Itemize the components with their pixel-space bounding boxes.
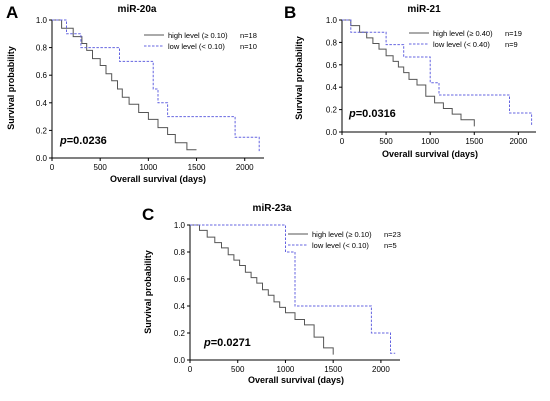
y-tick-label: 0.8 [174, 248, 186, 257]
y-axis-label: Survival probability [6, 46, 16, 130]
y-tick-label: 1.0 [36, 16, 48, 25]
legend-n: n=9 [505, 40, 518, 49]
x-tick-label: 1500 [324, 365, 342, 374]
x-tick-label: 1000 [139, 163, 157, 172]
y-tick-label: 0.0 [174, 356, 186, 365]
chart-title: miR-21 [407, 4, 441, 15]
y-tick-label: 0.8 [326, 38, 338, 47]
y-axis-label: Survival probability [143, 250, 153, 334]
x-tick-label: 500 [231, 365, 245, 374]
x-axis-label: Overall survival (days) [110, 174, 206, 184]
y-tick-label: 0.8 [36, 44, 48, 53]
x-tick-label: 500 [94, 163, 108, 172]
y-tick-label: 0.4 [174, 302, 186, 311]
high-level-survival-curve [52, 19, 197, 151]
x-axis-label: Overall survival (days) [248, 375, 344, 385]
high-level-survival-curve [342, 19, 475, 127]
legend-n: n=18 [240, 31, 257, 40]
x-tick-label: 2000 [509, 137, 527, 146]
x-tick-label: 1500 [465, 137, 483, 146]
legend-label: high level (≥ 0.10) [168, 31, 228, 40]
legend-label: low level (< 0.10) [168, 42, 225, 51]
low-level-survival-curve [52, 19, 260, 152]
legend-n: n=5 [384, 241, 397, 250]
x-tick-label: 0 [50, 163, 55, 172]
y-tick-label: 0.2 [36, 126, 48, 135]
p-value: p=0.0316 [348, 108, 396, 120]
y-tick-label: 0.4 [36, 99, 48, 108]
y-tick-label: 0.2 [326, 106, 338, 115]
y-tick-label: 0.2 [174, 329, 186, 338]
x-tick-label: 2000 [372, 365, 390, 374]
x-tick-label: 0 [340, 137, 345, 146]
y-tick-label: 0.4 [326, 83, 338, 92]
chart-title: miR-20a [118, 4, 157, 15]
legend-label: high level (≥ 0.40) [433, 29, 493, 38]
y-tick-label: 0.0 [36, 154, 48, 163]
x-tick-label: 1000 [421, 137, 439, 146]
x-tick-label: 0 [188, 365, 193, 374]
x-tick-label: 500 [379, 137, 393, 146]
x-axis-label: Overall survival (days) [382, 149, 478, 159]
y-tick-label: 0.6 [174, 275, 186, 284]
legend-label: low level (< 0.40) [433, 40, 490, 49]
x-tick-label: 1500 [188, 163, 206, 172]
x-tick-label: 2000 [236, 163, 254, 172]
panel-letter-b: B [284, 3, 296, 22]
p-value: p=0.0236 [59, 135, 107, 147]
high-level-survival-curve [190, 224, 334, 355]
legend-label: high level (≥ 0.10) [312, 230, 372, 239]
y-tick-label: 1.0 [326, 16, 338, 25]
panel-letter-c: C [142, 205, 154, 224]
legend-label: low level (< 0.10) [312, 241, 369, 250]
chart-title: miR-23a [253, 203, 292, 214]
low-level-survival-curve [190, 224, 396, 354]
y-tick-label: 0.6 [36, 71, 48, 80]
legend-n: n=10 [240, 42, 257, 51]
y-axis-label: Survival probability [294, 36, 304, 120]
x-tick-label: 1000 [277, 365, 295, 374]
y-tick-label: 0.6 [326, 61, 338, 70]
panel-letter-a: A [6, 3, 18, 22]
legend-n: n=23 [384, 230, 401, 239]
p-value: p=0.0271 [203, 337, 251, 349]
legend-n: n=19 [505, 29, 522, 38]
y-tick-label: 1.0 [174, 221, 186, 230]
y-tick-label: 0.0 [326, 128, 338, 137]
low-level-survival-curve [342, 19, 533, 127]
